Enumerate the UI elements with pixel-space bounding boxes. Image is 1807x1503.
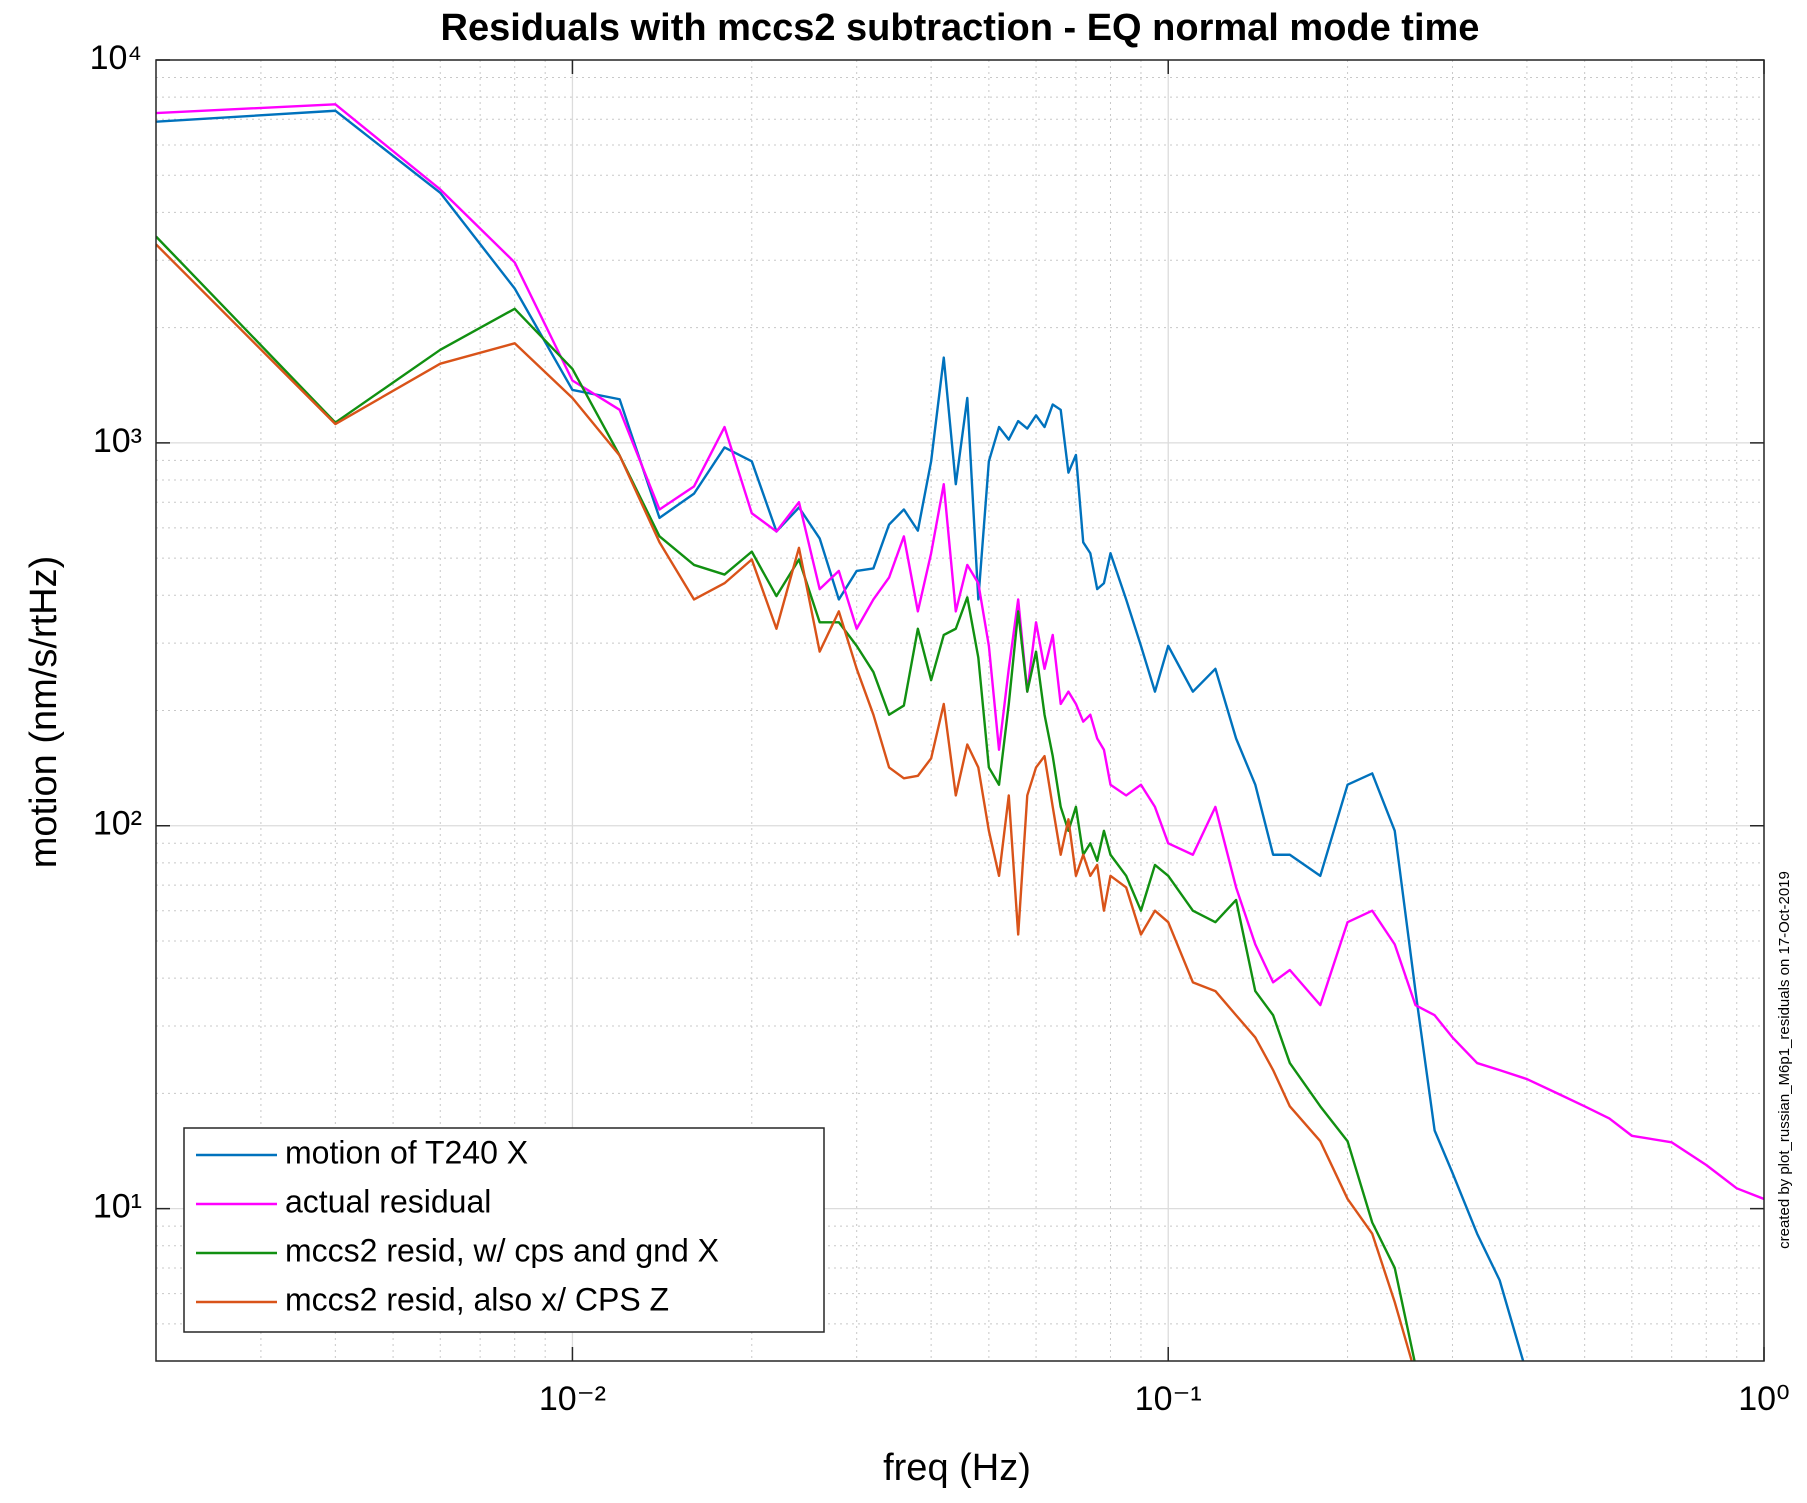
- data-line: [156, 103, 1764, 1201]
- legend-label: mccs2 resid, w/ cps and gnd X: [285, 1232, 719, 1268]
- y-tick-label: 10³: [93, 422, 142, 460]
- y-tick-label: 10²: [93, 805, 142, 843]
- plot-area: [156, 103, 1764, 1361]
- legend-label: motion of T240 X: [285, 1134, 528, 1170]
- legend-label: mccs2 resid, also x/ CPS Z: [285, 1281, 669, 1317]
- x-tick-label: 10⁻¹: [1135, 1380, 1202, 1418]
- legend-label: actual residual: [285, 1183, 491, 1219]
- legend: motion of T240 X actual residual mccs2 res…: [183, 1127, 825, 1333]
- x-tick-label: 10⁰: [1738, 1380, 1789, 1418]
- x-tick-label: 10⁻²: [539, 1380, 606, 1418]
- chart-title: Residuals with mccs2 subtraction - EQ no…: [441, 7, 1480, 49]
- data-line: [156, 243, 1413, 1361]
- y-tick-label: 10⁴: [90, 39, 142, 77]
- y-tick-label: 10¹: [93, 1188, 142, 1226]
- axes-box: [155, 59, 1765, 1362]
- annotation: created by plot_russian_M6p1_residuals o…: [1776, 871, 1793, 1249]
- data-line: [156, 109, 1525, 1361]
- data-line: [156, 235, 1416, 1361]
- y-axis-label: motion (nm/s/rtHz): [23, 556, 65, 868]
- legend-box: [183, 1127, 825, 1333]
- grid: [156, 59, 1765, 1361]
- x-axis-label: freq (Hz): [883, 1447, 1031, 1489]
